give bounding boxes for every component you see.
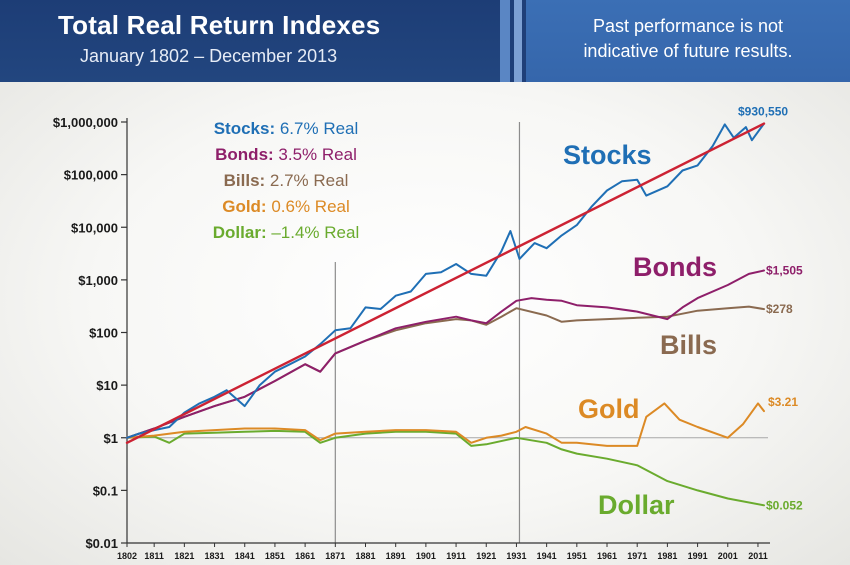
legend-label-bonds: Bonds:: [215, 145, 274, 164]
axes: $0.01 $0.1 $1 $10 $100 $1,000 $10,000 $100,000 $…: [53, 115, 770, 561]
x-tick-label: 1802: [117, 551, 137, 561]
x-tick-label: 2001: [718, 551, 738, 561]
x-tick-label: 1901: [416, 551, 436, 561]
y-tick-label: $10: [96, 378, 118, 393]
x-tick-label: 1871: [325, 551, 345, 561]
header-title-panel: [0, 0, 500, 82]
legend-value-dollar: –1.4% Real: [267, 223, 360, 242]
x-tick-label: 1851: [265, 551, 285, 561]
header-stripe-1: [500, 0, 510, 82]
dollar-series-line: [126, 429, 765, 507]
x-tick-label: 1971: [627, 551, 647, 561]
x-tick-label: 1931: [506, 551, 526, 561]
y-tick-label: $1,000: [78, 273, 118, 288]
x-tick-label: 1841: [235, 551, 255, 561]
y-tick-label: $1,000,000: [53, 115, 118, 130]
legend-item-bonds: Bonds: 3.5% Real: [215, 145, 357, 164]
bonds-end-value-label: $1,505: [766, 264, 803, 278]
gold-series-line: [126, 402, 765, 447]
dollar-series-label: Dollar: [598, 490, 675, 520]
header-disclaimer-panel: [526, 0, 850, 82]
legend-item-bills: Bills: 2.7% Real: [224, 171, 349, 190]
dollar-end-value-label: $0.052: [766, 498, 803, 512]
legend-label-stocks: Stocks:: [214, 119, 275, 138]
bills-end-value-label: $278: [766, 302, 793, 316]
series-lines: [125, 122, 766, 507]
trend-series-line: [125, 122, 766, 444]
stocks-series-label: Stocks: [563, 140, 652, 170]
x-tick-label: 1921: [476, 551, 496, 561]
x-tick-label: 1981: [657, 551, 677, 561]
legend-value-bills: 2.7% Real: [265, 171, 348, 190]
x-tick-label: 1961: [597, 551, 617, 561]
legend-label-gold: Gold:: [222, 197, 266, 216]
legend-item-dollar: Dollar: –1.4% Real: [213, 223, 359, 242]
x-tick-label: 1881: [355, 551, 375, 561]
header-stripe-2: [514, 0, 522, 82]
disclaimer: Past performance is not indicative of fu…: [526, 14, 850, 64]
x-tick-label: 1911: [446, 551, 466, 561]
stocks-end-value-label: $930,550: [738, 105, 788, 119]
x-tick-label: 1831: [205, 551, 225, 561]
bonds-series-line: [126, 269, 765, 439]
bills-series-line: [126, 305, 765, 439]
chart-subtitle: January 1802 – December 2013: [80, 46, 338, 66]
y-tick-label: $100: [89, 326, 118, 341]
gold-series-label: Gold: [578, 394, 640, 424]
bonds-series-label: Bonds: [633, 252, 717, 282]
legend-item-gold: Gold: 0.6% Real: [222, 197, 350, 216]
legend-value-stocks: 6.7% Real: [275, 119, 358, 138]
x-tick-label: 1861: [295, 551, 315, 561]
legend-label-bills: Bills:: [224, 171, 266, 190]
gold-end-value-label: $3.21: [768, 395, 798, 409]
y-tick-label: $1: [104, 431, 118, 446]
disclaimer-line-2: indicative of future results.: [583, 41, 793, 61]
stocks-series-line: [126, 122, 765, 439]
series-labels: $930,550 $1,505 $278 $3.21 $0.052 Stocks Bonds…: [563, 105, 803, 520]
y-tick-label: $100,000: [64, 168, 118, 183]
x-tick-label: 1991: [688, 551, 708, 561]
legend-value-gold: 0.6% Real: [267, 197, 350, 216]
legend-label-dollar: Dollar:: [213, 223, 267, 242]
legend-item-stocks: Stocks: 6.7% Real: [214, 119, 359, 138]
disclaimer-line-1: Past performance is not: [592, 16, 784, 36]
reference-lines: [127, 122, 768, 543]
x-tick-label: 2011: [748, 551, 768, 561]
x-tick-label: 1811: [144, 551, 164, 561]
chart-title: Total Real Return Indexes: [58, 10, 381, 40]
x-tick-label: 1891: [386, 551, 406, 561]
y-tick-label: $0.1: [93, 483, 118, 498]
x-tick-label: 1951: [567, 551, 587, 561]
y-tick-label: $0.01: [85, 536, 118, 551]
x-tick-label: 1941: [537, 551, 557, 561]
y-tick-label: $10,000: [71, 220, 118, 235]
x-tick-label: 1821: [174, 551, 194, 561]
header-banner: Total Real Return Indexes January 1802 –…: [0, 0, 850, 82]
bills-series-label: Bills: [660, 330, 717, 360]
legend-value-bonds: 3.5% Real: [274, 145, 357, 164]
